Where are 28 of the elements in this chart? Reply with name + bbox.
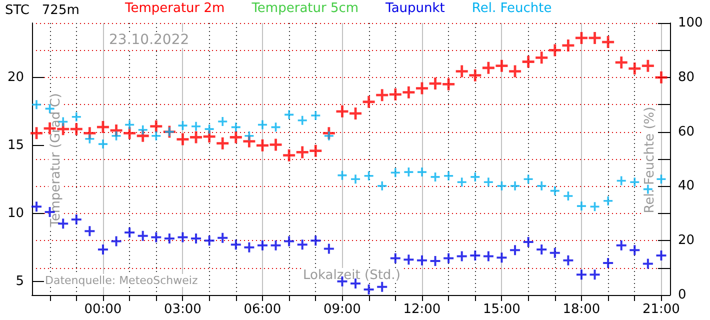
y-tick-label: 5 bbox=[16, 274, 24, 289]
x-tick-label: 18:00 bbox=[562, 302, 600, 317]
text: Taupunkt bbox=[384, 1, 445, 16]
x-tick-label: 00:00 bbox=[84, 302, 122, 317]
y-tick-label: 15 bbox=[7, 138, 24, 153]
y2-tick-label: 20 bbox=[678, 233, 695, 248]
y-axis-title: Temperatur (Grad C) bbox=[48, 93, 64, 228]
x-tick-label: 21:00 bbox=[642, 302, 680, 317]
x-axis-title: Lokalzeit (Std.) bbox=[303, 268, 400, 283]
text: Temperatur 2m bbox=[124, 1, 225, 16]
y2-tick-label: 40 bbox=[678, 178, 695, 194]
legend-label: Temperatur 5cm bbox=[250, 1, 359, 16]
y2-tick-label: 80 bbox=[678, 70, 695, 85]
y-tick-label: 10 bbox=[7, 206, 24, 221]
x-tick-label: 06:00 bbox=[244, 302, 282, 317]
y2-tick-label: 100 bbox=[678, 16, 703, 30]
x-tick-label: 12:00 bbox=[403, 302, 441, 317]
y2-tick-label: 0 bbox=[678, 288, 686, 302]
x-tick-label: 09:00 bbox=[323, 302, 361, 317]
y-tick-label: 20 bbox=[7, 70, 24, 85]
x-tick-label: 15:00 bbox=[482, 302, 520, 317]
text: Rel. Feuchte bbox=[472, 1, 552, 16]
x-tick-label: 03:00 bbox=[164, 302, 202, 317]
annotation: Datenquelle: MeteoSchweiz bbox=[45, 274, 198, 287]
annotation: 23.10.2022 bbox=[109, 32, 190, 48]
y2-axis-title: Rel. Feuchte (%) bbox=[642, 106, 658, 214]
y2-tick-label: 60 bbox=[678, 124, 695, 140]
chart-title: STC 725m bbox=[5, 3, 80, 18]
